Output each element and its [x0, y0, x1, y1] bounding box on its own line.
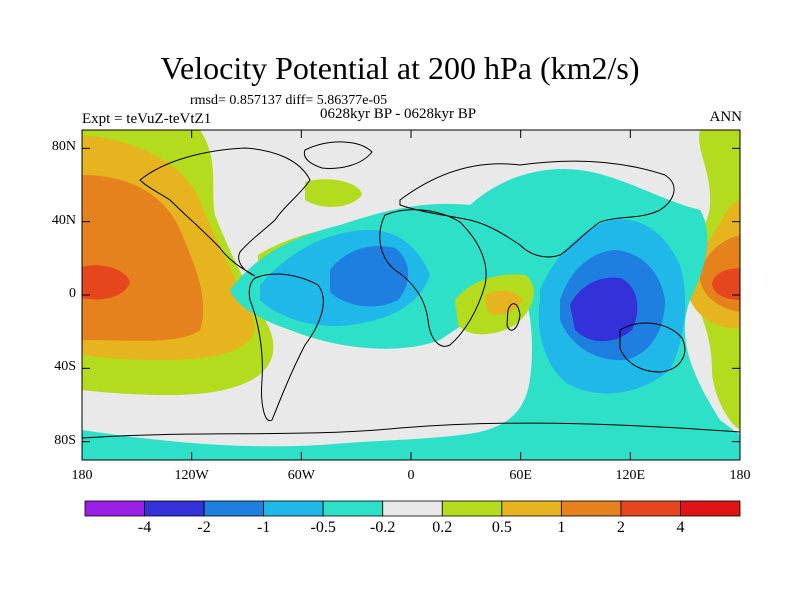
lon-tick-label: 120W	[174, 468, 209, 483]
lon-ticks	[81, 130, 741, 460]
north-america-coastline	[139, 147, 311, 277]
experiment-label: Expt = teVuZ-teVtZ1	[82, 111, 212, 127]
colorbar-label: -0.2	[370, 519, 396, 536]
colorbar-label: -4	[137, 519, 152, 536]
coastlines	[82, 141, 740, 439]
colorbar-swatch	[84, 500, 145, 517]
lat-tick-label: 40N	[51, 212, 76, 228]
lat-ticks	[82, 147, 740, 443]
colorbar-swatch	[322, 500, 384, 517]
lon-tick-label: 180	[71, 468, 93, 483]
australia-coastline	[619, 322, 686, 373]
colorbar-swatch	[144, 500, 205, 517]
colorbar-label: -2	[197, 519, 211, 536]
colorbar-label: -1	[256, 519, 271, 536]
figure-title: Velocity Potential at 200 hPa (km2/s)	[160, 50, 640, 86]
eurasia-coastline	[399, 160, 675, 258]
antarctica-coastline	[82, 422, 740, 439]
lon-tick-label: 180	[729, 468, 751, 483]
lon-tick-label: 60W	[287, 468, 315, 483]
negative-anomaly-region	[82, 168, 740, 460]
colorbar-label: 0.2	[432, 519, 453, 536]
lon-tick-label: 120E	[615, 468, 646, 483]
lat-tick-label: 80S	[54, 432, 76, 448]
colorbar-label: -0.5	[310, 519, 336, 536]
colorbar-label: 1	[557, 519, 566, 536]
colorbar-swatch	[441, 500, 503, 517]
east-africa-positive-anomaly	[455, 274, 534, 335]
colorbar-label: 0.5	[491, 519, 512, 536]
period-label: 0628kyr BP - 0628kyr BP	[320, 106, 477, 122]
colorbar-swatch	[620, 500, 681, 517]
lat-tick-label: 0	[69, 286, 76, 301]
africa-coastline	[379, 209, 487, 347]
north-atlantic-positive-patch	[305, 179, 362, 207]
colorbar-swatch	[680, 500, 741, 517]
south-america-coastline	[248, 273, 324, 422]
stats-line: rmsd= 0.857137 diff= 5.86377e-05	[190, 93, 388, 108]
colorbar-swatch	[203, 500, 265, 517]
season-label: ANN	[709, 109, 743, 125]
colorbar-swatch	[382, 500, 443, 517]
colorbar-swatch	[560, 500, 622, 517]
colorbar-label: 4	[676, 519, 685, 536]
colorbar-swatch	[501, 500, 562, 517]
lat-tick-label: 40S	[54, 359, 76, 375]
lat-tick-label: 80N	[51, 139, 76, 155]
colorbar-swatch	[263, 500, 324, 517]
lon-tick-label: 0	[407, 468, 415, 483]
lon-tick-label: 60E	[509, 468, 532, 483]
pacific-east-positive-anomaly	[685, 130, 740, 430]
colorbar-label: 2	[616, 519, 625, 536]
map-plot-area	[82, 130, 740, 460]
madagascar-coastline	[506, 303, 521, 331]
colorbar	[84, 500, 741, 517]
greenland-coastline	[303, 141, 373, 169]
pacific-west-positive-anomaly	[82, 130, 274, 395]
